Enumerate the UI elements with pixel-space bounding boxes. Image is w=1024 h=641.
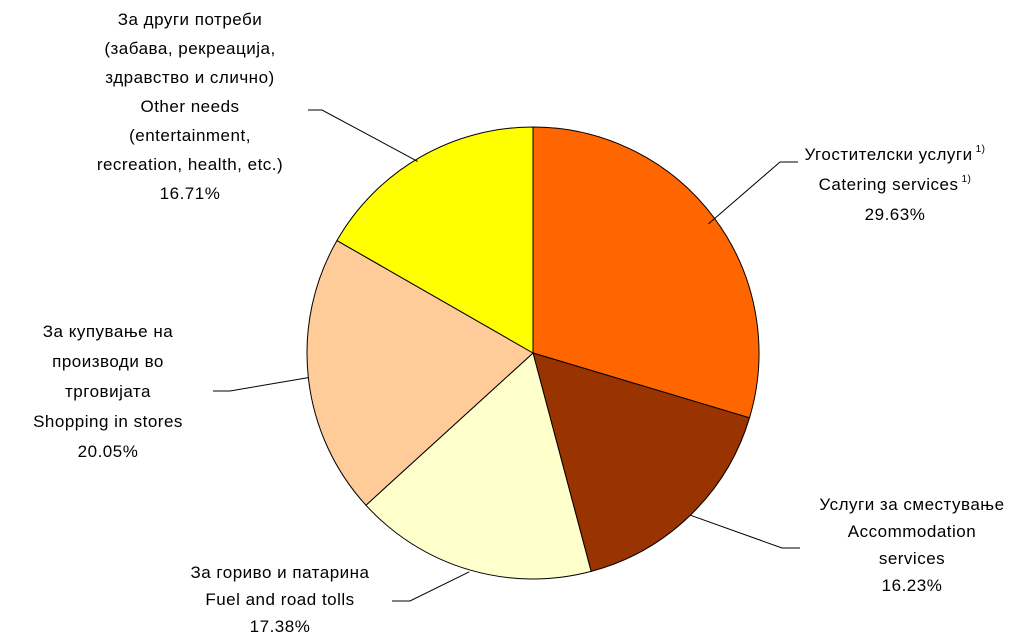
leader-line-catering [707, 161, 798, 225]
slice-label-accommodation-line-0: Услуги за сместување [819, 495, 1004, 514]
pie-slices [306, 126, 760, 580]
slice-label-text: производи во [52, 352, 164, 371]
slice-label-text: Shopping in stores [33, 412, 183, 431]
slice-label-text: (entertainment, [129, 126, 251, 145]
slice-label-text: За други потреби [118, 10, 263, 29]
slice-label-fuel-line-1: Fuel and road tolls [205, 590, 354, 609]
slice-label-text: Catering services [819, 175, 959, 194]
slice-label-fuel-line-2: 17.38% [250, 617, 311, 636]
leader-line-accommodation [690, 514, 800, 549]
slice-label-text: (забава, рекреација, [104, 39, 275, 58]
slice-label-shopping-line-2: трговијата [65, 382, 151, 401]
slice-label-other-line-2: здравство и слично) [105, 68, 274, 87]
pie-slice-fuel [365, 352, 592, 580]
slice-label-text: 29.63% [865, 205, 926, 224]
slice-label-fuel-line-0: За гориво и патарина [190, 563, 369, 582]
footnote-superscript: 1) [976, 144, 986, 155]
pie-slice-shopping [306, 239, 534, 506]
leader-lines [213, 109, 800, 602]
slice-label-catering-line-2: 29.63% [865, 205, 926, 224]
slice-label-shopping-line-0: За купување на [43, 322, 173, 341]
slice-label-catering-line-0: Угостителски услуги 1) [805, 144, 986, 164]
slice-label-text: recreation, health, etc.) [97, 155, 283, 174]
slice-label-text: здравство и слично) [105, 68, 274, 87]
slice-label-text: 16.23% [882, 576, 943, 595]
slice-label-accommodation-line-2: services [879, 549, 945, 568]
slice-label-shopping-line-1: производи во [52, 352, 164, 371]
pie-slice-other [336, 126, 534, 354]
footnote-superscript: 1) [961, 174, 971, 185]
slice-label-shopping-line-3: Shopping in stores [33, 412, 183, 431]
slice-label-text: 16.71% [160, 184, 221, 203]
slice-label-text: Fuel and road tolls [205, 590, 354, 609]
pie-slice-accommodation [532, 352, 751, 573]
slice-label-text: За гориво и патарина [190, 563, 369, 582]
pie-slice-catering [532, 126, 760, 419]
slice-label-text: Accommodation [848, 522, 976, 541]
slice-label-other-line-6: 16.71% [160, 184, 221, 203]
slice-label-accommodation-line-3: 16.23% [882, 576, 943, 595]
slice-labels: Угостителски услуги 1)Catering services 1)… [33, 10, 1004, 636]
slice-label-other-line-1: (забава, рекреација, [104, 39, 275, 58]
leader-line-other [308, 109, 418, 162]
slice-label-text: Угостителски услуги [805, 145, 973, 164]
slice-label-other-line-0: За други потреби [118, 10, 263, 29]
slice-label-text: 17.38% [250, 617, 311, 636]
slice-label-accommodation-line-1: Accommodation [848, 522, 976, 541]
slice-label-other-line-3: Other needs [140, 97, 239, 116]
slice-label-other-line-5: recreation, health, etc.) [97, 155, 283, 174]
slice-label-text: 20.05% [78, 442, 139, 461]
slice-label-text: За купување на [43, 322, 173, 341]
slice-label-text: Услуги за сместување [819, 495, 1004, 514]
slice-label-text: Other needs [140, 97, 239, 116]
slice-label-other-line-4: (entertainment, [129, 126, 251, 145]
slice-label-text: services [879, 549, 945, 568]
leader-line-shopping [213, 377, 309, 392]
leader-line-fuel [392, 571, 470, 602]
slice-label-shopping-line-4: 20.05% [78, 442, 139, 461]
slice-label-catering-line-1: Catering services 1) [819, 174, 972, 194]
slice-label-text: трговијата [65, 382, 151, 401]
